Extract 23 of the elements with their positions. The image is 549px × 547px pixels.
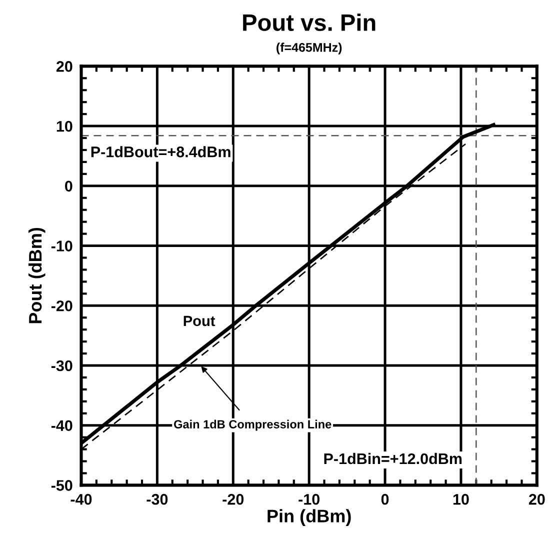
y-tick-label: -50 bbox=[51, 480, 72, 491]
annotation: Gain 1dB Compression Line bbox=[174, 420, 332, 431]
x-tick-label: 20 bbox=[528, 494, 545, 505]
ref-line-label: P-1dBin=+12.0dBm bbox=[324, 452, 462, 464]
y-tick-label: -10 bbox=[51, 240, 72, 252]
chart-title: Pout vs. Pin bbox=[243, 14, 376, 32]
y-tick-label: 0 bbox=[65, 180, 72, 192]
x-tick-label: -10 bbox=[298, 494, 320, 505]
x-axis-title: Pin (dBm) bbox=[268, 509, 351, 526]
y-tick-label: -40 bbox=[51, 420, 72, 432]
x-tick-label: 0 bbox=[381, 494, 389, 505]
y-tick-label: -30 bbox=[51, 360, 72, 372]
y-tick-label: 20 bbox=[56, 61, 72, 72]
y-tick-label: 10 bbox=[56, 120, 72, 132]
x-tick-label: -20 bbox=[222, 494, 244, 505]
x-tick-label: 10 bbox=[453, 494, 469, 505]
x-tick-label: -40 bbox=[70, 494, 92, 505]
ref-line-label: P-1dBout=+8.4dBm bbox=[91, 146, 230, 158]
annotation: Pout bbox=[184, 316, 216, 326]
y-axis-title: Pout (dBm) bbox=[28, 228, 46, 324]
x-tick-label: -30 bbox=[146, 494, 168, 505]
chart-subtitle: (f=465MHz) bbox=[276, 42, 342, 54]
y-tick-label: -20 bbox=[51, 300, 72, 312]
